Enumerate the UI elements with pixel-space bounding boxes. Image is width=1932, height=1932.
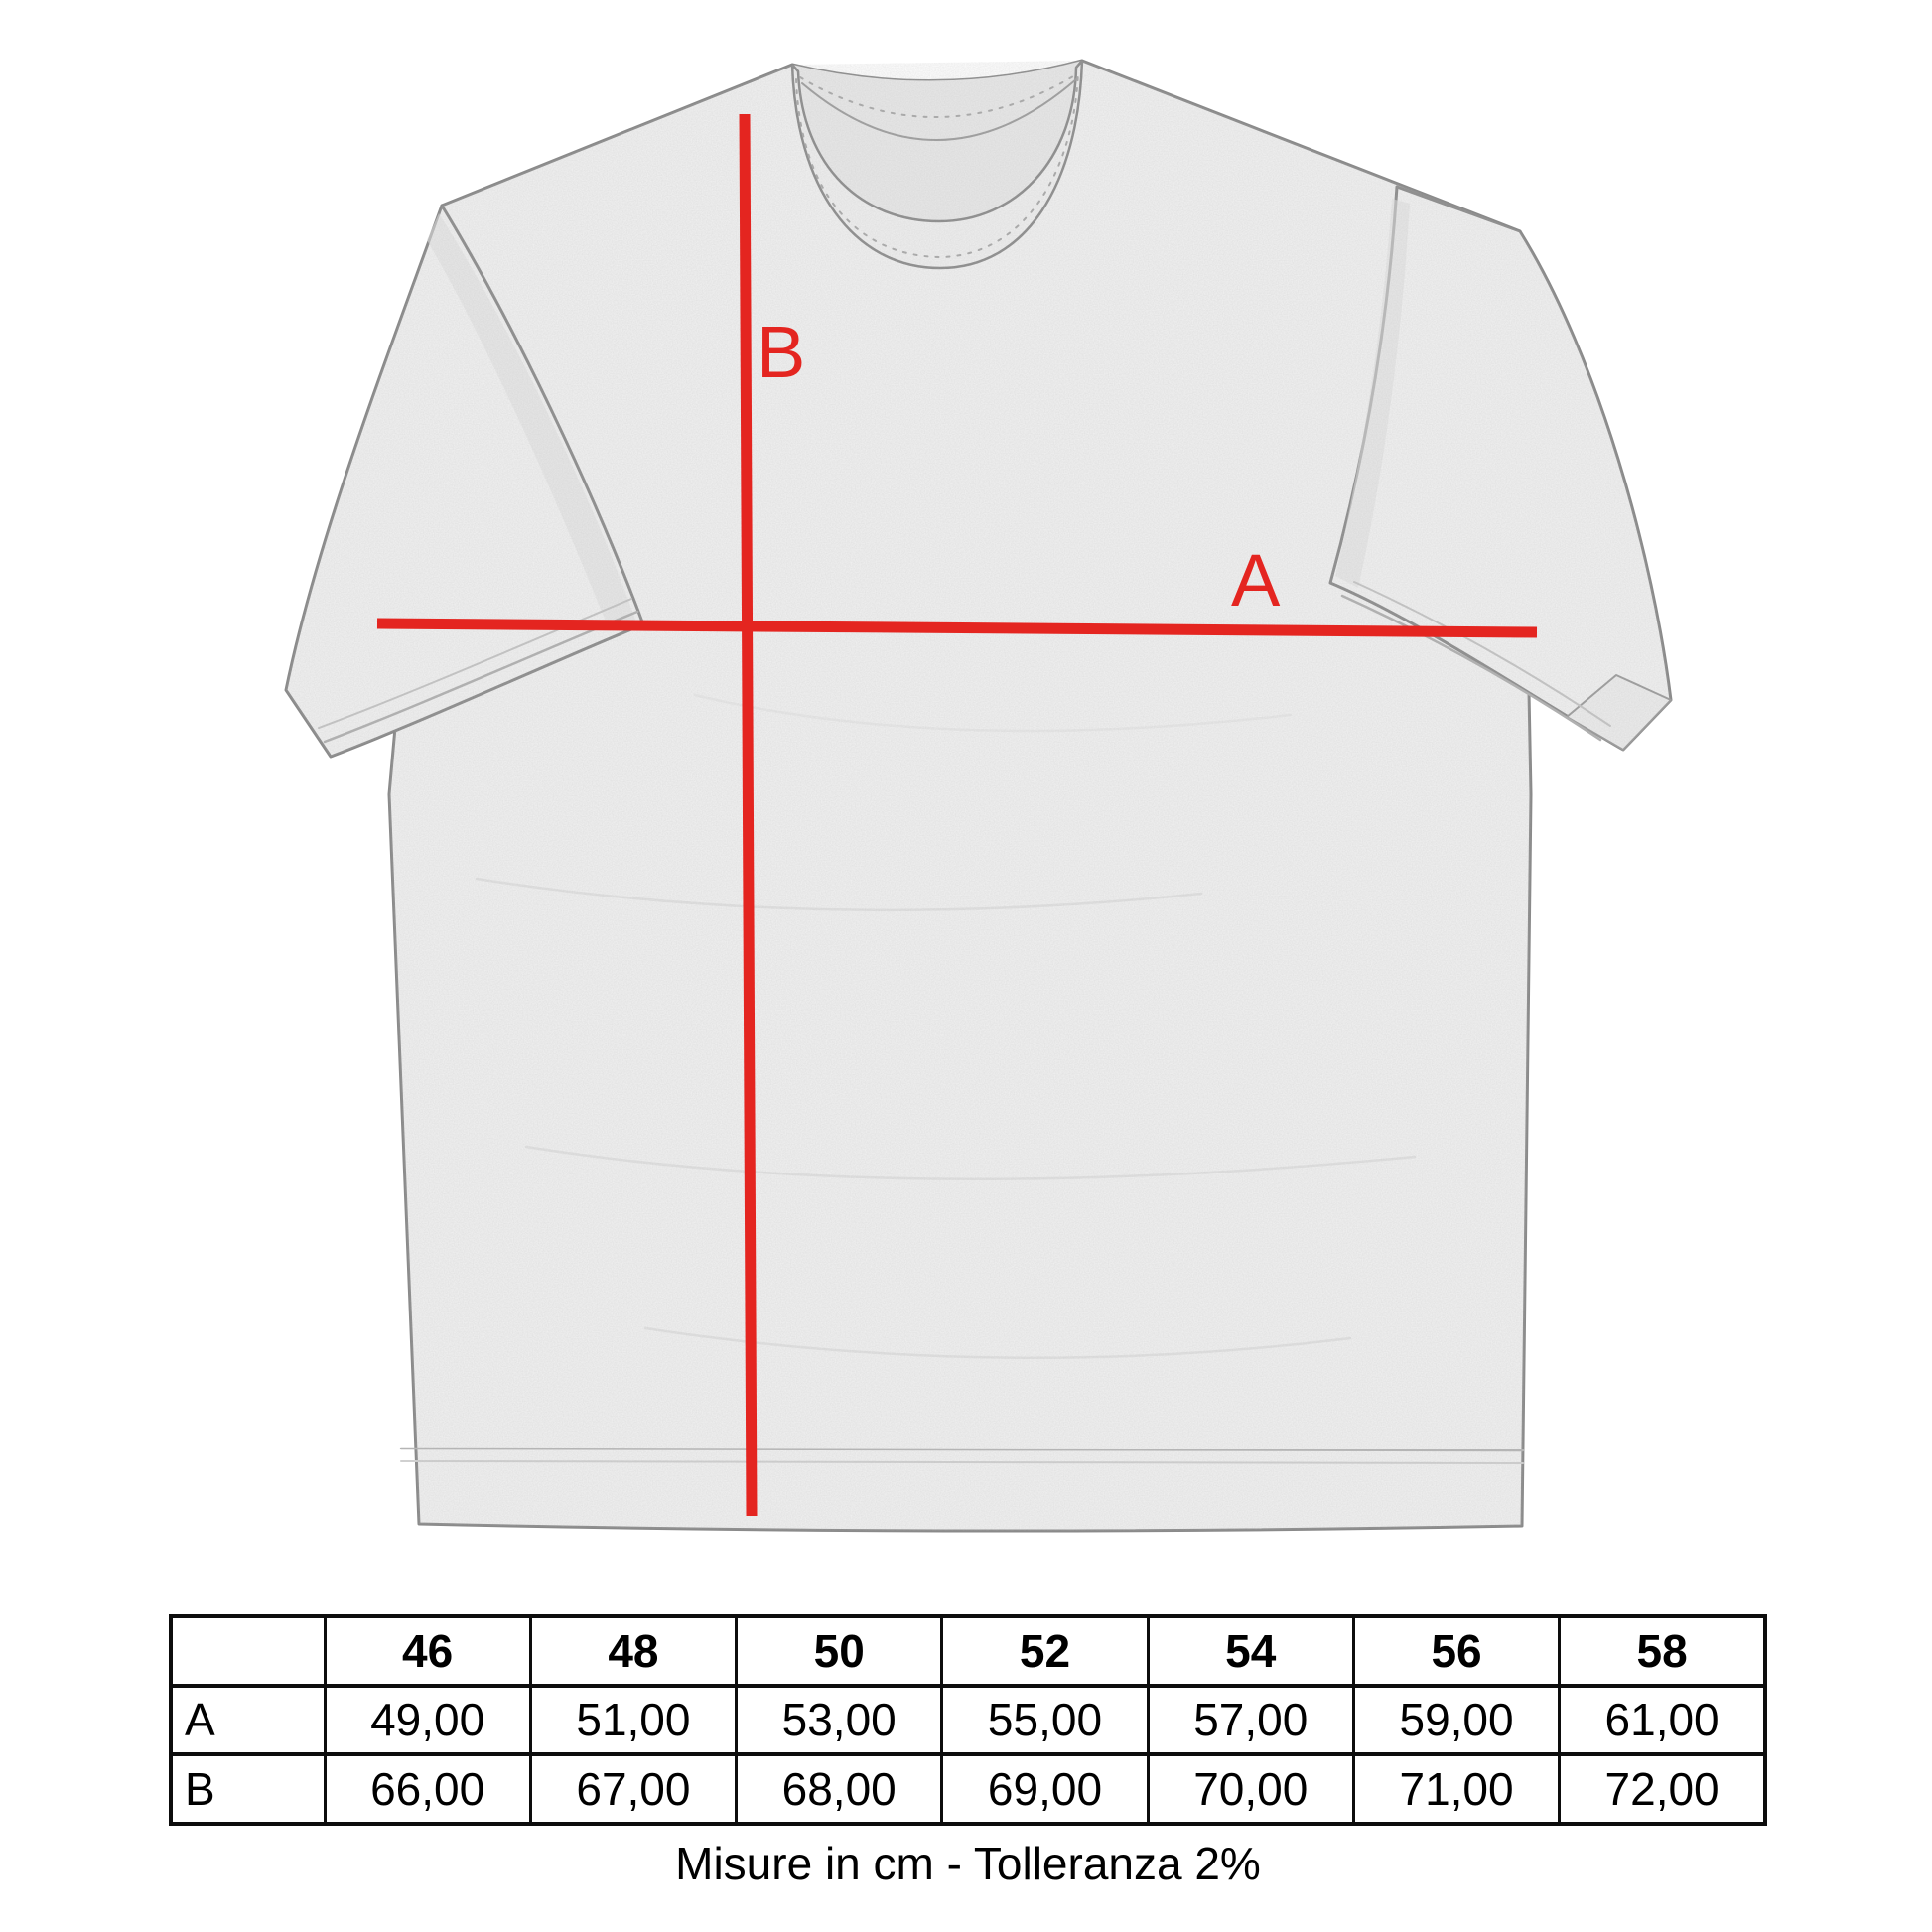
size-column-header: 46	[323, 1614, 532, 1688]
measurement-row-b: B 66,00 67,00 68,00 69,00 70,00 71,00 72…	[169, 1752, 1767, 1826]
measurement-value-cell: 70,00	[1146, 1752, 1355, 1826]
measurement-value-cell: 49,00	[323, 1684, 532, 1756]
row-label-cell: B	[169, 1752, 327, 1826]
measurement-value-cell: 72,00	[1558, 1752, 1767, 1826]
measurement-value-cell: 68,00	[735, 1752, 944, 1826]
size-header-row: 46 48 50 52 54 56 58	[169, 1614, 1767, 1688]
measurement-value-cell: 55,00	[940, 1684, 1150, 1756]
size-column-header: 56	[1351, 1614, 1562, 1688]
length-label-b: B	[757, 311, 806, 393]
fabric-texture	[286, 61, 1671, 1532]
measurement-value-cell: 71,00	[1351, 1752, 1562, 1826]
measurement-value-cell: 51,00	[528, 1684, 739, 1756]
size-chart-table: 46 48 50 52 54 56 58 A 49,00 51,00 53,00…	[169, 1614, 1767, 1826]
width-label-a: A	[1231, 539, 1281, 621]
length-measure-line-b	[739, 113, 758, 1517]
measurement-value-cell: 69,00	[940, 1752, 1150, 1826]
measurement-value-cell: 66,00	[323, 1752, 532, 1826]
width-measure-line-a	[376, 618, 1538, 638]
measurement-value-cell: 67,00	[528, 1752, 739, 1826]
measurement-footnote: Misure in cm - Tolleranza 2%	[675, 1838, 1261, 1889]
size-column-header: 54	[1146, 1614, 1355, 1688]
measurement-row-a: A 49,00 51,00 53,00 55,00 57,00 59,00 61…	[169, 1684, 1767, 1756]
size-column-header: 48	[528, 1614, 739, 1688]
measurement-value-cell: 59,00	[1351, 1684, 1562, 1756]
size-column-header: 50	[735, 1614, 944, 1688]
corner-header-cell	[169, 1614, 327, 1688]
row-label-cell: A	[169, 1684, 327, 1756]
measurement-value-cell: 53,00	[735, 1684, 944, 1756]
measurement-value-cell: 57,00	[1146, 1684, 1355, 1756]
size-column-header: 52	[940, 1614, 1150, 1688]
size-column-header: 58	[1558, 1614, 1767, 1688]
measurement-value-cell: 61,00	[1558, 1684, 1767, 1756]
